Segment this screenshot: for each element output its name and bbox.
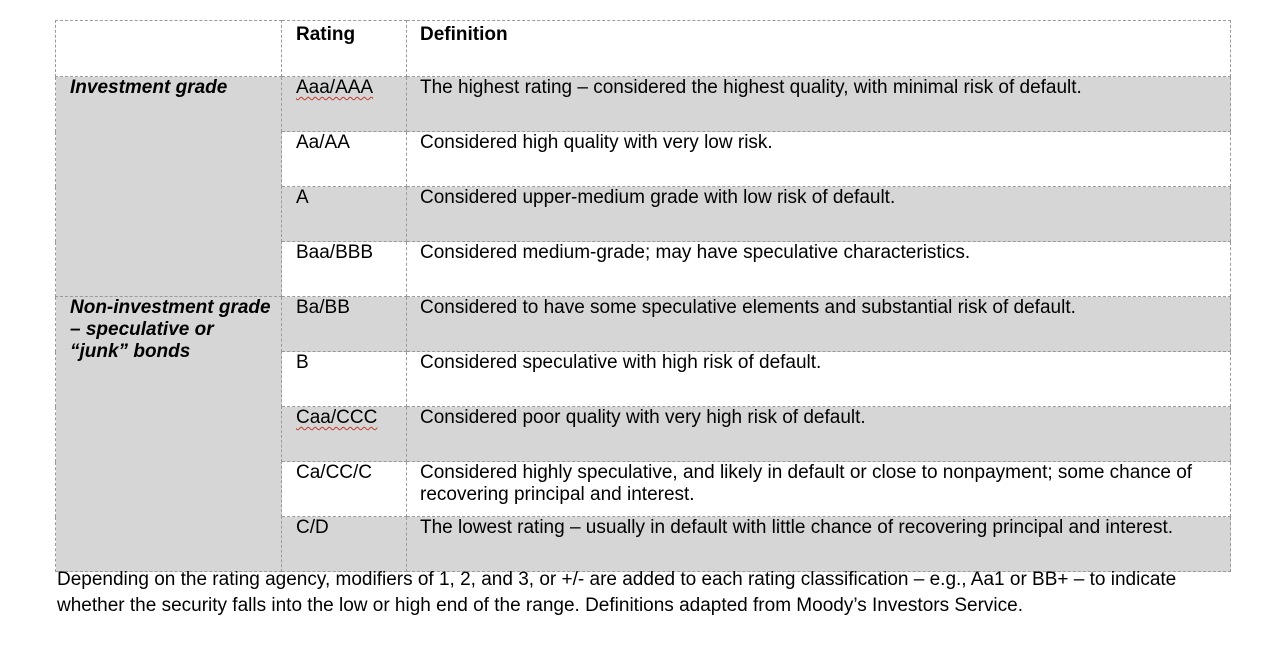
rating-cell: Caa/CCC — [281, 406, 407, 462]
table-row: Baa/BBB Considered medium-grade; may have… — [56, 241, 1231, 297]
definition-text: Considered to have some speculative elem… — [420, 297, 1076, 318]
rating-code: Aa/AA — [296, 132, 350, 153]
rating-code: Baa/BBB — [296, 242, 374, 263]
rating-code: Ba/BB — [296, 297, 350, 318]
definition-cell: Considered upper-medium grade with low r… — [406, 186, 1231, 242]
definition-cell: The highest rating – considered the high… — [406, 76, 1231, 132]
rating-cell: A — [281, 186, 407, 242]
table-row: C/D The lowest rating – usually in defaul… — [56, 516, 1231, 572]
rating-code: Caa/CCC — [296, 407, 378, 428]
table-row: Investment grade Aaa/AAA The highest ratin… — [55, 76, 1231, 297]
footnote-text: Depending on the rating agency, modifier… — [57, 569, 1177, 616]
grade-group-text: Investment grade — [70, 77, 228, 98]
rating-code: B — [296, 352, 309, 373]
rating-code: C/D — [296, 517, 329, 538]
table-header-row: Rating Definition — [55, 20, 1231, 77]
rating-cell: Aa/AA — [281, 131, 407, 187]
definition-text: Considered upper-medium grade with low r… — [420, 187, 896, 208]
definition-text: Considered medium-grade; may have specul… — [420, 242, 971, 263]
header-blank-cell — [55, 20, 282, 77]
definition-cell: Considered poor quality with very high r… — [406, 406, 1231, 462]
rating-cell: B — [281, 351, 407, 407]
definition-cell: Considered to have some speculative elem… — [406, 296, 1231, 352]
footnote: Depending on the rating agency, modifier… — [57, 567, 1232, 619]
table-row: Aa/AA Considered high quality with very l… — [56, 131, 1231, 187]
grade-group-text: Non-investment grade – speculative or “j… — [70, 297, 271, 362]
rating-cell: Ca/CC/C — [281, 461, 407, 517]
table-row: Ca/CC/C Considered highly speculative, an… — [56, 461, 1231, 517]
definition-cell: Considered speculative with high risk of… — [406, 351, 1231, 407]
grade-group-label: Investment grade — [55, 76, 282, 297]
definition-cell: Considered medium-grade; may have specul… — [406, 241, 1231, 297]
grade-group-label: Non-investment grade – speculative or “j… — [55, 296, 282, 572]
header-definition: Definition — [406, 20, 1231, 77]
rating-cell: C/D — [281, 516, 407, 572]
rating-code: A — [296, 187, 309, 208]
table-row: B Considered speculative with high risk o… — [56, 351, 1231, 407]
rating-cell: Baa/BBB — [281, 241, 407, 297]
definition-cell: The lowest rating – usually in default w… — [406, 516, 1231, 572]
definition-cell: Considered high quality with very low ri… — [406, 131, 1231, 187]
definition-text: The lowest rating – usually in default w… — [420, 517, 1174, 538]
definition-text: Considered poor quality with very high r… — [420, 407, 866, 428]
table-row: A Considered upper-medium grade with low … — [56, 186, 1231, 242]
table-row: Caa/CCC Considered poor quality with very… — [56, 406, 1231, 462]
definition-text: Considered speculative with high risk of… — [420, 352, 822, 373]
rating-code: Aaa/AAA — [296, 77, 374, 98]
ratings-table: Rating Definition Investment grade Aaa/AA… — [55, 20, 1231, 572]
definition-cell: Considered highly speculative, and likel… — [406, 461, 1231, 517]
definition-text: Considered high quality with very low ri… — [420, 132, 773, 153]
table-row: Non-investment grade – speculative or “j… — [55, 296, 1231, 572]
definition-text: The highest rating – considered the high… — [420, 77, 1082, 98]
rating-cell: Ba/BB — [281, 296, 407, 352]
rating-cell: Aaa/AAA — [281, 76, 407, 132]
header-rating: Rating — [281, 20, 407, 77]
rating-code: Ca/CC/C — [296, 462, 373, 483]
definition-text: Considered highly speculative, and likel… — [420, 462, 1193, 505]
